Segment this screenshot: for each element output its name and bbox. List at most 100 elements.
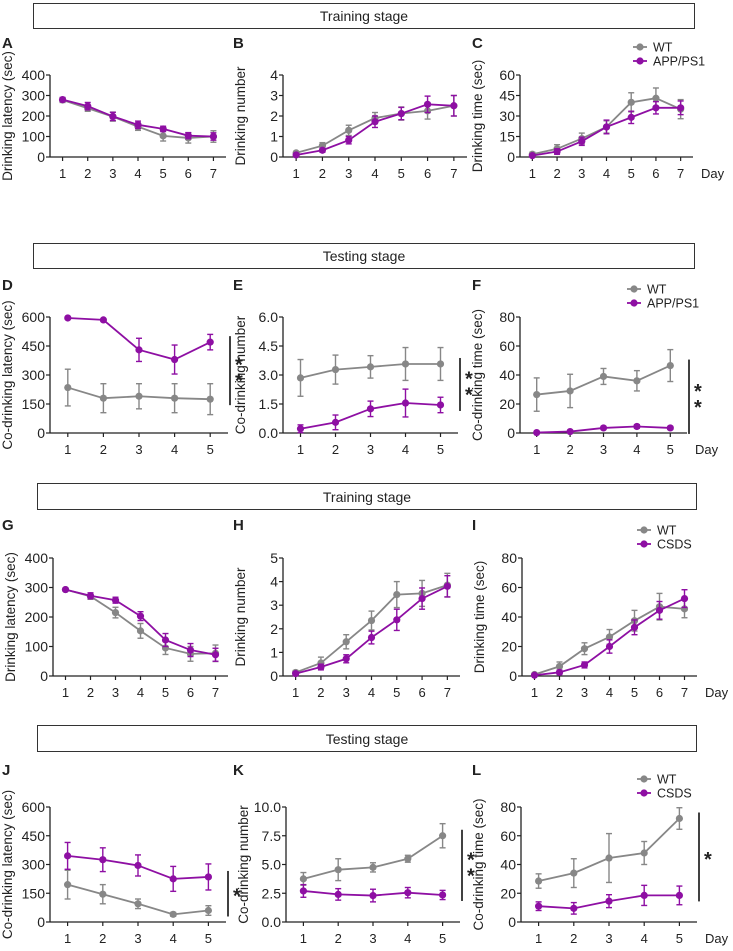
x-tick-label: 4 [134,166,141,181]
y-tick-label: 20 [500,885,516,901]
data-point [345,136,353,144]
y-tick-label: 1 [270,644,278,660]
significance-star: * [704,849,712,871]
data-point [652,94,660,102]
data-point [450,102,458,110]
stage-header-label: Testing stage [325,730,409,747]
data-point [211,651,220,659]
y-axis-label: Co-drinking number [236,805,251,924]
x-tick-label: 2 [87,685,94,700]
y-tick-label: 7.5 [262,828,282,844]
legend-marker [640,789,648,797]
data-point [528,152,536,160]
data-point [171,355,179,364]
data-point [418,594,426,603]
y-tick-label: 3 [270,88,278,104]
data-point [666,424,674,432]
y-axis-label: Drinking number [233,567,248,667]
x-tick-label: 5 [393,685,400,700]
data-point [64,852,72,860]
data-point [640,891,648,900]
y-tick-label: 400 [22,67,46,83]
y-tick-label: 6.0 [259,309,279,325]
y-tick-label: 2.5 [262,885,282,901]
data-point [397,109,405,118]
significance-star: * [465,368,473,390]
panel-label: D [2,277,13,294]
y-tick-label: 40 [501,609,517,625]
x-tick-label: 6 [656,685,663,700]
y-tick-label: 150 [22,885,46,901]
data-point [204,873,212,881]
data-point [184,132,192,140]
x-tick-label: 5 [437,442,444,457]
panel-label: A [2,35,13,52]
x-axis-day-label: Day [695,442,719,457]
data-point [135,346,143,354]
panel-label: C [472,35,483,52]
data-point [553,147,561,156]
data-point [342,655,350,663]
y-tick-label: 0 [40,668,48,684]
data-point [404,855,412,863]
legend-entry: WT [647,283,667,297]
series-app-ps1 [296,388,445,434]
x-tick-label: 3 [578,166,585,181]
y-tick-label: 600 [22,309,46,325]
data-point [627,98,635,106]
data-point [371,118,379,126]
x-tick-label: 5 [631,685,638,700]
data-point [159,125,167,133]
x-tick-label: 6 [187,685,194,700]
x-tick-label: 5 [207,442,214,457]
x-tick-label: 3 [367,442,374,457]
x-tick-label: 2 [332,442,339,457]
y-axis-label: Co-drinking latency (sec) [0,790,15,939]
y-tick-label: 0.0 [262,914,282,930]
y-tick-label: 45 [499,88,515,104]
data-point [580,645,589,653]
x-tick-label: 7 [450,166,457,181]
y-tick-label: 60 [501,580,517,596]
x-tick-label: 2 [335,931,342,946]
significance-star: * [467,865,475,887]
data-point [299,887,307,895]
data-point [292,670,300,678]
series-app-ps1 [292,94,458,159]
y-tick-label: 3 [270,597,278,613]
y-axis-label: Drinking time (sec) [470,60,485,173]
y-tick-label: 60 [499,67,515,83]
x-tick-label: 5 [628,166,635,181]
x-tick-label: 1 [535,931,542,946]
x-tick-label: 2 [99,931,106,946]
y-tick-label: 0 [507,425,515,441]
data-point [530,671,539,679]
series-app-ps1 [64,314,214,375]
data-point [334,866,342,874]
data-point [605,897,613,905]
data-point [401,399,410,407]
x-tick-label: 7 [677,166,684,181]
y-tick-label: 3.0 [259,367,279,383]
data-point [580,661,589,669]
data-point [566,427,574,436]
data-point [86,592,95,600]
data-point [135,392,143,400]
data-point [566,387,574,395]
panel-d: D 0 150 300 450 600 Co-drinking latency (sec) 1… [0,277,243,457]
legend-marker [640,526,648,534]
y-tick-label: 40 [499,367,515,383]
data-point [393,590,401,599]
x-tick-label: 3 [605,931,612,946]
x-tick-label: 4 [603,166,610,181]
x-tick-label: 7 [681,685,688,700]
x-tick-label: 3 [135,442,142,457]
data-point [652,104,660,112]
stage-header-label: Training stage [319,8,409,24]
data-point [533,390,541,399]
x-axis-day-label: Day [705,685,729,700]
x-tick-label: 1 [300,931,307,946]
legend-marker [630,299,638,307]
